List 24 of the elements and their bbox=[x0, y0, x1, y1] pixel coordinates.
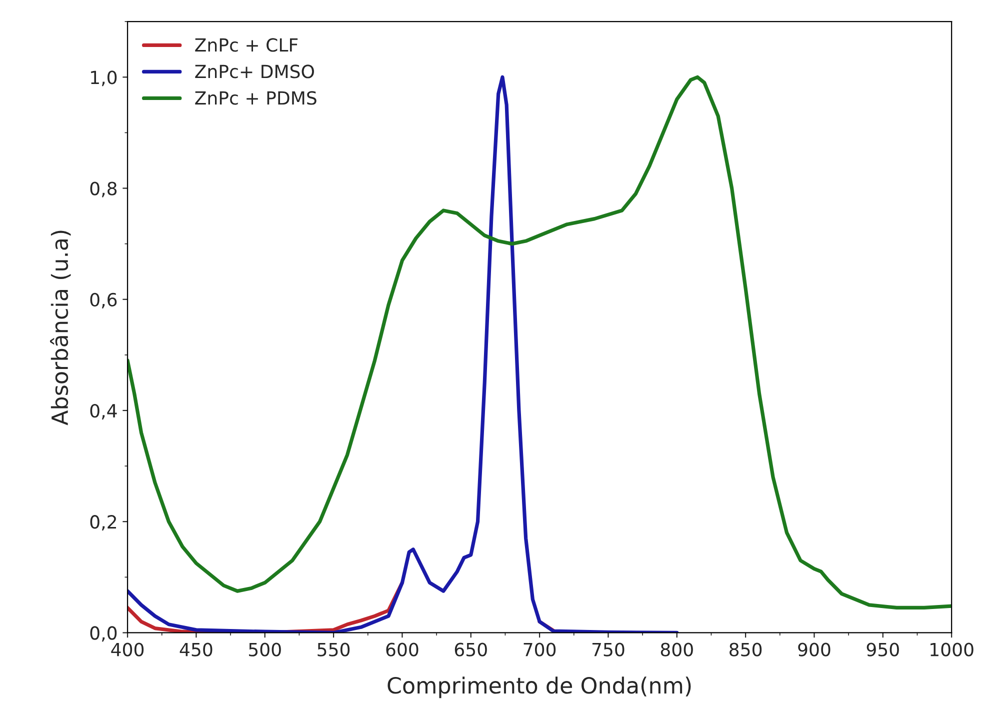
x-tick-label: 750 bbox=[592, 642, 624, 656]
x-axis-title: Comprimento de Onda(nm) bbox=[388, 676, 691, 698]
y-tick-label: 0,2 bbox=[90, 515, 116, 531]
y-tick-label: 0,0 bbox=[90, 626, 117, 642]
x-tick-label: 850 bbox=[730, 642, 762, 656]
x-tick-label: 600 bbox=[386, 642, 418, 656]
x-tick-label: 950 bbox=[866, 642, 899, 656]
y-tick-label: 0,4 bbox=[90, 404, 117, 420]
x-tick-label: 550 bbox=[318, 642, 350, 656]
y-tick-label: 0,6 bbox=[90, 292, 117, 308]
y-axis-title: Absorbância (u.a) bbox=[50, 230, 71, 426]
x-tick-label: 700 bbox=[524, 642, 556, 656]
legend-label: ZnPc + CLF bbox=[195, 38, 298, 52]
x-tick-label: 500 bbox=[249, 642, 281, 656]
x-tick-label: 400 bbox=[111, 642, 144, 656]
x-tick-label: 450 bbox=[180, 642, 212, 656]
legend-label: ZnPc + PDMS bbox=[195, 91, 316, 105]
x-tick-label: 800 bbox=[660, 642, 693, 656]
legend-label: ZnPc+ DMSO bbox=[195, 64, 314, 78]
x-tick-label: 1000 bbox=[930, 642, 974, 656]
y-tick-label: 1,0 bbox=[91, 70, 117, 86]
x-tick-label: 650 bbox=[454, 642, 487, 656]
y-tick-label: 0,8 bbox=[90, 182, 117, 198]
x-tick-label: 900 bbox=[798, 642, 830, 656]
